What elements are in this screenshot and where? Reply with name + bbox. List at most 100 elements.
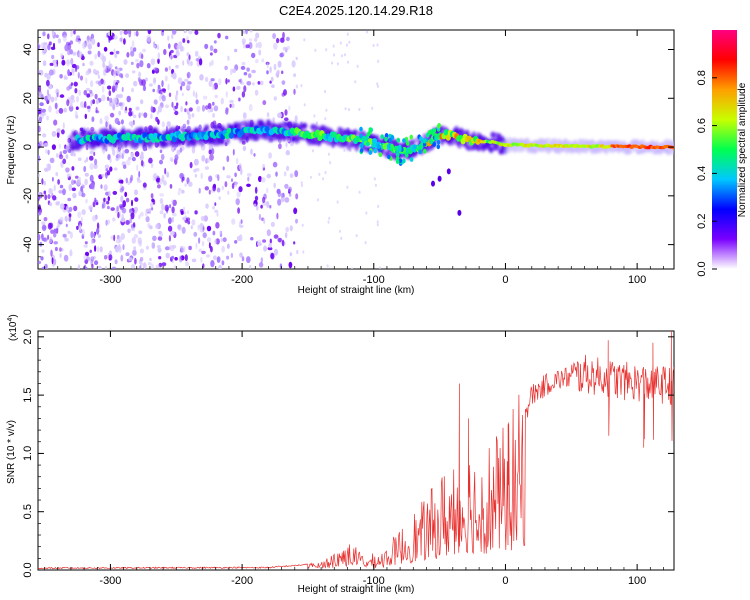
noise-speckle [50,46,56,50]
noise-speckle [84,178,88,186]
noise-speckle [258,213,261,221]
noise-speckle [70,94,75,101]
noise-speckle [131,156,136,162]
noise-speckle [123,30,129,35]
noise-speckle [38,212,42,216]
noise-speckle [121,213,124,219]
noise-speckle [170,55,173,60]
noise-speckle [73,30,76,35]
ridge-scatter [384,136,388,142]
noise-speckle [59,74,63,79]
ridge-cell [228,132,234,139]
noise-speckle [247,176,250,182]
noise-speckle [84,172,89,177]
noise-speckle [240,168,243,176]
noise-speckle [101,203,104,209]
noise-speckle [207,102,212,110]
noise-speckle [133,246,137,251]
ridge-halo-cell [213,123,219,130]
noise-speckle [202,95,208,100]
noise-speckle [69,40,74,45]
noise-speckle [278,143,282,150]
noise-speckle [247,73,252,79]
noise-speckle [59,253,62,258]
noise-speckle [164,246,170,251]
noise-speckle [188,30,193,35]
noise-speckle [70,57,74,66]
noise-speckle [182,206,186,212]
noise-speckle [232,68,237,73]
noise-speckle [251,82,255,86]
noise-speckle [164,75,168,82]
noise-speckle [285,150,290,156]
noise-speckle [54,102,58,110]
noise-speckle [182,123,187,129]
noise-speckle [285,226,290,233]
noise-speckle [51,130,57,137]
noise-speckle [336,200,339,204]
noise-speckle [174,110,179,116]
noise-speckle [178,188,182,192]
noise-speckle [325,108,328,112]
noise-speckle [238,79,242,83]
ridge-scatter [390,143,394,149]
noise-speckle [101,173,105,178]
noise-speckle [209,61,212,67]
noise-speckle [122,200,126,208]
noise-speckle [128,156,132,161]
noise-speckle [155,223,160,229]
noise-speckle [114,66,118,70]
noise-speckle [50,249,53,257]
noise-speckle [239,224,244,228]
noise-speckle [47,149,50,155]
noise-speckle [38,125,41,133]
noise-speckle [288,105,291,111]
noise-speckle [241,91,246,98]
noise-speckle [42,31,46,37]
spectrogram-y-tick-label: 40 [22,43,34,55]
noise-speckle [222,237,227,243]
noise-speckle [137,77,141,82]
noise-speckle [124,191,128,198]
ridge-scatter [432,142,436,147]
noise-speckle [293,73,297,78]
noise-speckle [196,105,201,113]
noise-speckle [69,49,73,55]
noise-speckle [188,245,192,251]
noise-speckle [206,237,212,243]
noise-speckle [289,173,294,179]
noise-speckle [135,30,139,37]
noise-speckle [87,50,92,55]
noise-speckle [38,233,41,241]
noise-speckle [42,60,47,67]
noise-speckle [229,103,232,108]
noise-speckle [110,207,115,211]
noise-speckle [324,117,327,121]
noise-speckle [171,199,174,205]
colorbar-tick-label: 0.4 [696,166,708,181]
noise-speckle [269,204,272,209]
noise-speckle [53,184,56,192]
noise-speckle [72,71,75,76]
noise-speckle [258,262,264,268]
noise-speckle [118,246,122,253]
noise-speckle [201,104,206,112]
ridge-halo-cell [604,148,609,155]
ridge-cell [224,132,230,140]
noise-speckle [106,170,111,176]
noise-speckle [257,81,261,85]
spectrogram-x-label: Height of straight line (km) [298,285,415,296]
noise-speckle [205,254,211,258]
noise-speckle [83,101,87,108]
noise-speckle [176,149,181,156]
noise-speckle [92,99,95,105]
noise-speckle [109,112,115,118]
noise-speckle [84,113,88,119]
noise-speckle [273,96,277,101]
noise-speckle [180,210,184,215]
noise-speckle [184,78,189,82]
noise-speckle [198,237,201,244]
noise-speckle [55,228,59,234]
noise-speckle [111,146,115,152]
noise-speckle [47,85,53,89]
